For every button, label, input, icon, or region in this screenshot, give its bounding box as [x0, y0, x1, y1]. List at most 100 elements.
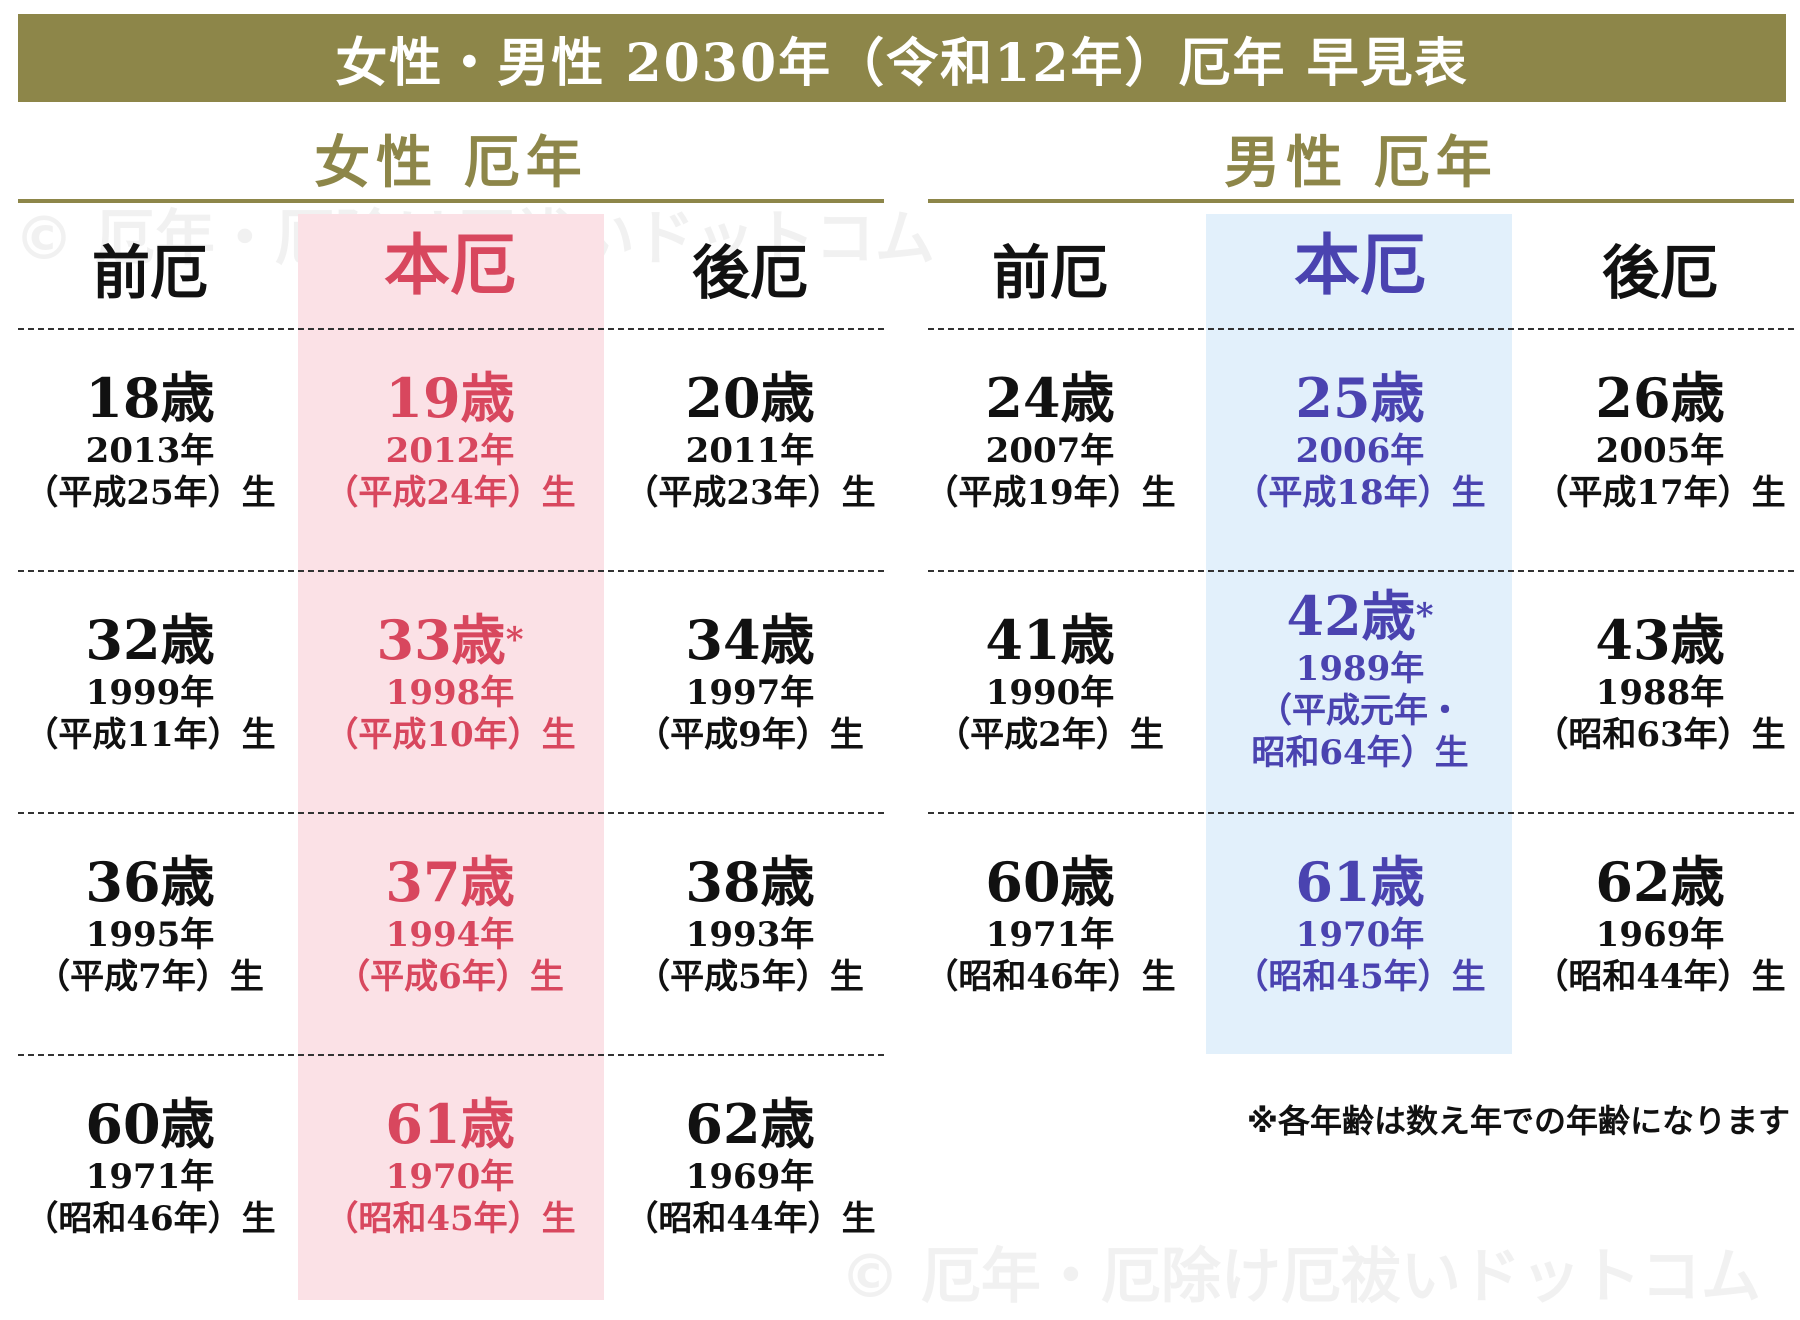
era-year: （平成9年）生: [636, 715, 864, 755]
asterisk-mark: *: [1415, 596, 1434, 636]
era-year: （平成24年）生: [324, 473, 576, 513]
male-header-atoyaku: 後厄: [1601, 239, 1718, 307]
male-honyaku-band: [1206, 214, 1512, 1054]
age-label: 34歳: [685, 608, 815, 672]
age-label: 41歳: [985, 608, 1115, 672]
age-label: 37歳: [385, 850, 515, 914]
table-cell: 33歳* 1998年 （平成10年）生: [300, 608, 600, 756]
table-cell: 36歳 1995年 （平成7年）生: [0, 850, 300, 998]
age-label: 24歳: [985, 366, 1115, 430]
male-section-title: 男性 厄年: [1224, 129, 1498, 196]
era-year: （平成17年）生: [1534, 473, 1786, 513]
birth-year: 2011年: [685, 431, 815, 471]
birth-year: 1998年: [385, 673, 515, 713]
table-cell: 24歳 2007年 （平成19年）生: [900, 366, 1200, 514]
era-year: （平成2年）生: [936, 715, 1164, 755]
female-divider: [18, 570, 884, 572]
era-year: （昭和46年）生: [24, 1199, 276, 1239]
female-header-maeyaku: 前厄: [91, 239, 208, 307]
era-year: （平成6年）生: [336, 957, 564, 997]
era-year: （昭和45年）生: [1234, 957, 1486, 997]
table-cell: 26歳 2005年 （平成17年）生: [1510, 366, 1800, 514]
birth-year: 2005年: [1595, 431, 1725, 471]
watermark-bottom: © 厄年・厄除け厄祓いドットコム: [840, 1242, 1761, 1312]
male-divider: [928, 328, 1794, 330]
table-cell: 32歳 1999年 （平成11年）生: [0, 608, 300, 756]
male-title-underline: [928, 199, 1794, 203]
table-cell: 61歳 1970年 （昭和45年）生: [300, 1092, 600, 1240]
era-year: （平成11年）生: [24, 715, 276, 755]
era-year-line2: 昭和64年）生: [1251, 733, 1469, 773]
table-cell: 18歳 2013年 （平成25年）生: [0, 366, 300, 514]
table-cell: 38歳 1993年 （平成5年）生: [600, 850, 900, 998]
age-label: 62歳: [1595, 850, 1725, 914]
birth-year: 2006年: [1295, 431, 1425, 471]
birth-year: 2007年: [985, 431, 1115, 471]
table-cell: 20歳 2011年 （平成23年）生: [600, 366, 900, 514]
age-label: 32歳: [85, 608, 215, 672]
male-divider: [928, 812, 1794, 814]
era-year: （昭和44年）生: [624, 1199, 876, 1239]
era-year: （平成10年）生: [324, 715, 576, 755]
age-label: 61歳: [1295, 850, 1425, 914]
table-cell: 62歳 1969年 （昭和44年）生: [1510, 850, 1800, 998]
era-year: （平成23年）生: [624, 473, 876, 513]
birth-year: 1997年: [685, 673, 815, 713]
birth-year: 1971年: [985, 915, 1115, 955]
birth-year: 2013年: [85, 431, 215, 471]
birth-year: 1970年: [385, 1157, 515, 1197]
age-value: 42歳: [1286, 584, 1416, 648]
table-cell: 43歳 1988年 （昭和63年）生: [1510, 608, 1800, 756]
birth-year: 1989年: [1295, 649, 1425, 689]
table-cell: 60歳 1971年 （昭和46年）生: [900, 850, 1200, 998]
female-divider: [18, 328, 884, 330]
birth-year: 1970年: [1295, 915, 1425, 955]
male-header-maeyaku: 前厄: [991, 239, 1108, 307]
era-year: （平成元年・: [1258, 691, 1462, 731]
male-divider: [928, 570, 1794, 572]
era-year: （昭和63年）生: [1534, 715, 1786, 755]
asterisk-mark: *: [505, 620, 524, 660]
era-year: （平成5年）生: [636, 957, 864, 997]
era-year: （昭和46年）生: [924, 957, 1176, 997]
birth-year: 1993年: [685, 915, 815, 955]
age-label: 60歳: [85, 1092, 215, 1156]
birth-year: 1995年: [85, 915, 215, 955]
age-footnote: ※各年齢は数え年での年齢になります: [1246, 1102, 1790, 1140]
age-label: 26歳: [1595, 366, 1725, 430]
female-divider: [18, 812, 884, 814]
birth-year: 1999年: [85, 673, 215, 713]
age-label: 43歳: [1595, 608, 1725, 672]
male-header-honyaku: 本厄: [1294, 226, 1426, 304]
table-cell: 60歳 1971年 （昭和46年）生: [0, 1092, 300, 1240]
age-label: 61歳: [385, 1092, 515, 1156]
birth-year: 1994年: [385, 915, 515, 955]
birth-year: 1969年: [1595, 915, 1725, 955]
age-label: 20歳: [685, 366, 815, 430]
female-header-atoyaku: 後厄: [691, 239, 808, 307]
table-cell: 62歳 1969年 （昭和44年）生: [600, 1092, 900, 1240]
age-label: 19歳: [385, 366, 515, 430]
female-title-underline: [18, 199, 884, 203]
table-cell: 19歳 2012年 （平成24年）生: [300, 366, 600, 514]
birth-year: 1969年: [685, 1157, 815, 1197]
era-year: （昭和45年）生: [324, 1199, 576, 1239]
female-section-title: 女性 厄年: [314, 129, 588, 196]
female-honyaku-band: [298, 214, 604, 1300]
female-header-honyaku: 本厄: [384, 226, 516, 304]
table-cell: 25歳 2006年 （平成18年）生: [1210, 366, 1510, 514]
table-cell: 34歳 1997年 （平成9年）生: [600, 608, 900, 756]
era-year: （平成25年）生: [24, 473, 276, 513]
table-cell: 61歳 1970年 （昭和45年）生: [1210, 850, 1510, 998]
table-cell: 42歳* 1989年 （平成元年・ 昭和64年）生: [1210, 584, 1510, 774]
age-label: 60歳: [985, 850, 1115, 914]
age-value: 33歳: [376, 608, 506, 672]
era-year: （平成18年）生: [1234, 473, 1486, 513]
age-label: 42歳*: [1287, 584, 1434, 648]
era-year: （昭和44年）生: [1534, 957, 1786, 997]
age-label: 33歳*: [377, 608, 524, 672]
table-cell: 41歳 1990年 （平成2年）生: [900, 608, 1200, 756]
era-year: （平成19年）生: [924, 473, 1176, 513]
age-label: 38歳: [685, 850, 815, 914]
female-divider: [18, 1054, 884, 1056]
